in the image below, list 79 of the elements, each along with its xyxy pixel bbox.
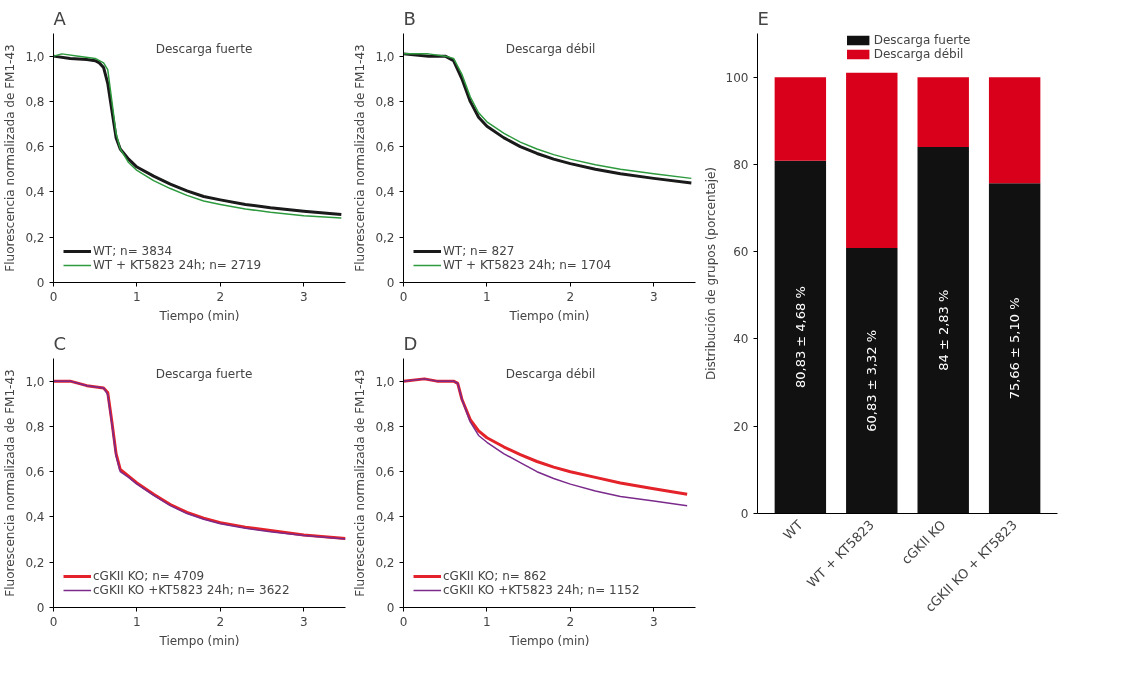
x-tick-label: 1	[483, 289, 491, 304]
legend-label: cGKII KO +KT5823 24h; n= 1152	[443, 583, 640, 597]
x-tick-label: 0	[399, 289, 408, 304]
legend-label: Descarga débil	[873, 47, 964, 61]
data-label: 60,83 ± 3,32 %	[864, 329, 880, 432]
y-tick-label: 0,6	[25, 140, 45, 155]
data-label: 80,83 ± 4,68 %	[792, 286, 808, 389]
legend-label: Descarga fuerte	[873, 33, 971, 47]
y-tick-label: 40	[733, 332, 749, 347]
y-tick-label: 0	[36, 601, 45, 615]
legend-label: WT + KT5823 24h; n= 1704	[443, 258, 612, 272]
legend-label: cGKII KO; n= 4709	[93, 569, 205, 583]
x-tick-label: 3	[299, 289, 308, 304]
y-tick-label: 0,4	[25, 185, 45, 200]
y-tick-label: 100	[725, 70, 749, 85]
y-tick-label: 0,2	[25, 555, 45, 570]
y-tick-label: 0,6	[375, 465, 395, 480]
y-axis-title: Fluorescencia normalizada de FM1-43	[3, 44, 18, 272]
y-tick-label: 0,8	[375, 419, 395, 434]
legend-label: WT; n= 827	[443, 244, 515, 258]
x-tick-label: 3	[649, 289, 658, 304]
y-tick-label: 1,0	[25, 49, 45, 64]
chart-title: A	[53, 7, 67, 29]
y-axis-title: Fluorescencia normalizada de FM1-43	[353, 369, 368, 597]
x-tick-label: 2	[566, 614, 575, 629]
x-axis-title: Tiempo (min)	[158, 308, 240, 323]
y-tick-label: 1,0	[25, 374, 45, 389]
x-axis-title: Tiempo (min)	[508, 308, 590, 323]
y-tick-label: 0	[740, 507, 749, 521]
x-tick-label: 1	[483, 614, 491, 629]
chart-title: B	[403, 7, 416, 29]
legend-label: cGKII KO; n= 862	[443, 569, 547, 583]
y-axis-title: Fluorescencia normalizada de FM1-43	[353, 44, 368, 272]
legend-label: WT + KT5823 24h; n= 2719	[93, 258, 262, 272]
annotation: Descarga débil	[505, 366, 596, 381]
y-tick-label: 1,0	[375, 374, 395, 389]
chart-title: C	[53, 332, 67, 354]
y-tick-label: 0,8	[25, 419, 45, 434]
annotation: Descarga débil	[505, 41, 596, 56]
x-tick-label: 3	[649, 614, 658, 629]
x-tick-label: 0	[49, 289, 58, 304]
y-tick-label: 20	[733, 419, 749, 434]
x-tick-label: 2	[216, 289, 225, 304]
x-tick-label: 2	[216, 614, 225, 629]
x-tick-label: 1	[133, 289, 141, 304]
data-label: 84 ± 2,83 %	[935, 289, 951, 371]
y-tick-label: 0,4	[25, 510, 45, 525]
x-axis-title: Tiempo (min)	[158, 633, 240, 648]
y-tick-label: 0,8	[375, 94, 395, 109]
x-axis-title: Tiempo (min)	[508, 633, 590, 648]
y-tick-label: 0,6	[25, 465, 45, 480]
x-tick-label: 2	[566, 289, 575, 304]
y-tick-label: 0,4	[375, 185, 395, 200]
chart-title: D	[403, 332, 418, 354]
x-tick-label: 0	[49, 614, 58, 629]
annotation: Descarga fuerte	[155, 41, 253, 56]
y-tick-label: 0	[386, 601, 395, 615]
data-label: 75,66 ± 5,10 %	[1007, 297, 1023, 400]
legend-label: cGKII KO +KT5823 24h; n= 3622	[93, 583, 290, 597]
y-tick-label: 0,2	[375, 230, 395, 245]
y-tick-label: 1,0	[375, 49, 395, 64]
x-tick-label: WT	[780, 517, 806, 543]
y-tick-label: 0,4	[375, 510, 395, 525]
y-tick-label: 0	[36, 276, 45, 290]
y-tick-label: 80	[733, 157, 749, 172]
y-tick-label: 0,2	[25, 230, 45, 245]
y-axis-title: Distribución de grupos (porcentaje)	[703, 166, 718, 381]
legend-label: WT; n= 3834	[93, 244, 173, 258]
y-tick-label: 60	[733, 245, 749, 260]
y-tick-label: 0,6	[375, 140, 395, 155]
chart-title: E	[757, 7, 769, 29]
x-tick-label: 3	[299, 614, 308, 629]
y-tick-label: 0,2	[375, 555, 395, 570]
annotation: Descarga fuerte	[155, 366, 253, 381]
y-tick-label: 0,8	[25, 94, 45, 109]
x-tick-label: 0	[399, 614, 408, 629]
x-tick-label: 1	[133, 614, 141, 629]
y-tick-label: 0	[386, 276, 395, 290]
y-axis-title: Fluorescencia normalizada de FM1-43	[3, 369, 18, 597]
